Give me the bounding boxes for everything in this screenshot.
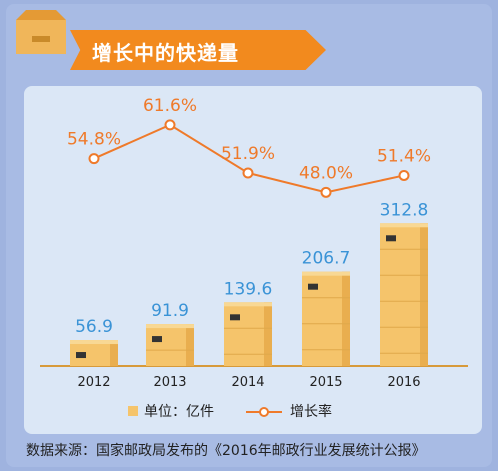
box-icon — [16, 10, 66, 54]
bar-top-2016 — [380, 223, 428, 228]
barcode-mark — [308, 283, 318, 290]
growth-rate-point — [320, 186, 332, 198]
chart-title: 增长中的快递量 — [92, 41, 239, 65]
bar-value-label: 312.8 — [380, 200, 429, 220]
bar-side-2012 — [110, 340, 118, 366]
bar-value-label: 206.7 — [302, 249, 351, 269]
growth-rate-label: 48.0% — [299, 163, 353, 183]
bar-value-label: 91.9 — [151, 301, 189, 321]
barcode-mark — [76, 352, 86, 359]
growth-rate-point — [164, 119, 176, 131]
x-tick-label: 2012 — [77, 375, 110, 390]
barcode-mark — [230, 314, 240, 321]
bar-side-2016 — [420, 223, 428, 366]
x-tick-label: 2016 — [387, 375, 420, 390]
bar-value-label: 56.9 — [75, 317, 113, 337]
bar-top-2013 — [146, 324, 194, 329]
bar-top-2015 — [302, 271, 350, 276]
x-tick-label: 2013 — [153, 375, 186, 390]
legend-line-marker — [259, 407, 269, 417]
barcode-mark — [386, 235, 396, 242]
bar-side-2014 — [264, 302, 272, 366]
growth-rate-label: 61.6% — [143, 96, 197, 116]
legend-line-label: 增长率 — [290, 403, 332, 420]
barcode-mark — [152, 336, 162, 343]
legend-bar-label: 单位：亿件 — [144, 404, 214, 420]
x-tick-label: 2014 — [231, 375, 264, 390]
source-note: 数据来源：国家邮政局发布的《2016年邮政行业发展统计公报》 — [26, 443, 426, 459]
x-tick-label: 2015 — [309, 375, 342, 390]
title-banner — [70, 30, 326, 70]
growth-rate-point — [398, 169, 410, 181]
growth-rate-label: 51.9% — [221, 144, 275, 164]
bar-top-2012 — [70, 340, 118, 345]
growth-rate-point — [242, 167, 254, 179]
bar-side-2015 — [342, 271, 350, 366]
growth-rate-label: 54.8% — [67, 130, 121, 150]
growth-rate-point — [88, 153, 100, 165]
growth-rate-label: 51.4% — [377, 146, 431, 166]
legend-bar-swatch — [128, 406, 138, 416]
bar-value-label: 139.6 — [224, 279, 273, 299]
bar-side-2013 — [186, 324, 194, 366]
bar-top-2014 — [224, 302, 272, 307]
